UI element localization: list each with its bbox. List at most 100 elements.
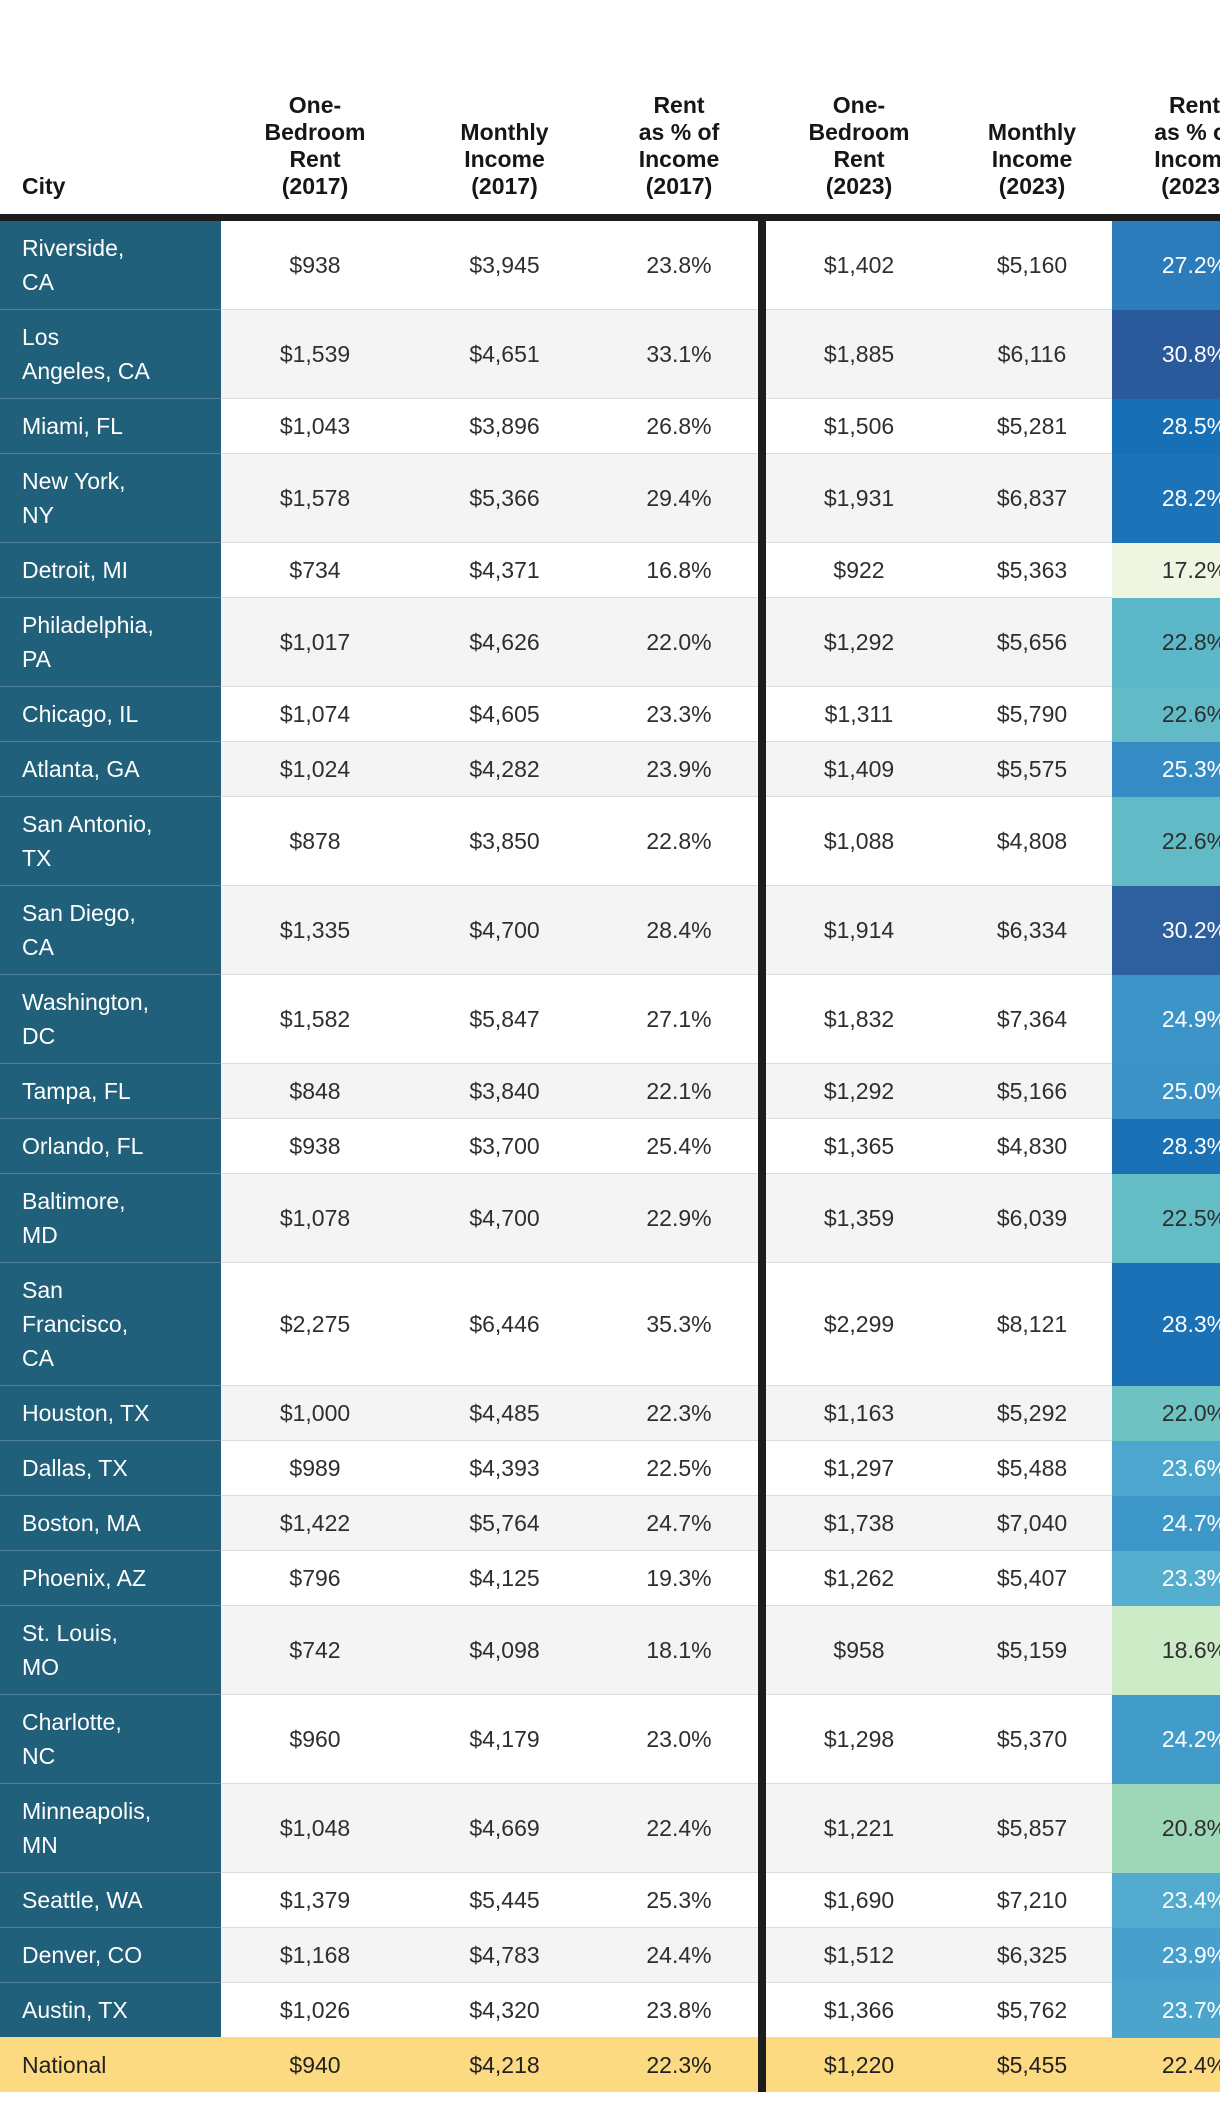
divider-cell bbox=[758, 974, 766, 1064]
divider-cell bbox=[758, 1694, 766, 1784]
rent-2023-cell: $1,292 bbox=[766, 1063, 952, 1119]
divider-cell bbox=[758, 1605, 766, 1695]
pct-2017-cell: 35.3% bbox=[600, 1262, 758, 1386]
table-row: Austin, TX $1,026 $4,320 23.8% $1,366 $5… bbox=[0, 1982, 1220, 2038]
rent-2017-cell: $940 bbox=[221, 2037, 409, 2092]
income-2023-cell: $5,762 bbox=[952, 1982, 1112, 2038]
divider-cell bbox=[758, 309, 766, 399]
pct-2023-cell: 23.7% bbox=[1112, 1982, 1220, 2038]
pct-2017-cell: 16.8% bbox=[600, 542, 758, 598]
income-2017-cell: $5,366 bbox=[409, 453, 600, 543]
divider-cell bbox=[758, 1173, 766, 1263]
rent-2017-cell: $1,168 bbox=[221, 1927, 409, 1983]
income-2023-cell: $7,364 bbox=[952, 974, 1112, 1064]
income-2023-cell: $4,830 bbox=[952, 1118, 1112, 1174]
income-2017-cell: $4,320 bbox=[409, 1982, 600, 2038]
rent-2017-cell: $2,275 bbox=[221, 1262, 409, 1386]
table-row: Charlotte, NC $960 $4,179 23.0% $1,298 $… bbox=[0, 1694, 1220, 1784]
income-2017-cell: $5,847 bbox=[409, 974, 600, 1064]
income-2023-cell: $5,363 bbox=[952, 542, 1112, 598]
rent-2023-cell: $1,365 bbox=[766, 1118, 952, 1174]
city-cell: Boston, MA bbox=[0, 1495, 221, 1551]
income-2023-cell: $7,210 bbox=[952, 1872, 1112, 1928]
income-2017-cell: $4,669 bbox=[409, 1783, 600, 1873]
income-2023-cell: $7,040 bbox=[952, 1495, 1112, 1551]
city-cell: Chicago, IL bbox=[0, 686, 221, 742]
pct-2017-cell: 19.3% bbox=[600, 1550, 758, 1606]
pct-2017-cell: 27.1% bbox=[600, 974, 758, 1064]
income-2017-cell: $6,446 bbox=[409, 1262, 600, 1386]
divider-cell bbox=[758, 741, 766, 797]
column-header-income-2023: Monthly Income (2023) bbox=[952, 0, 1112, 221]
income-2023-cell: $5,370 bbox=[952, 1694, 1112, 1784]
pct-2017-cell: 22.1% bbox=[600, 1063, 758, 1119]
rent-2017-cell: $938 bbox=[221, 217, 409, 310]
divider-cell bbox=[758, 1440, 766, 1496]
city-cell: Riverside, CA bbox=[0, 217, 221, 310]
pct-2017-cell: 22.8% bbox=[600, 796, 758, 886]
column-header-income-2017: Monthly Income (2017) bbox=[409, 0, 600, 221]
city-cell: Miami, FL bbox=[0, 398, 221, 454]
divider-cell bbox=[758, 1783, 766, 1873]
rent-2017-cell: $1,335 bbox=[221, 885, 409, 975]
rent-2017-cell: $1,000 bbox=[221, 1385, 409, 1441]
table-row: Los Angeles, CA $1,539 $4,651 33.1% $1,8… bbox=[0, 309, 1220, 399]
rent-2023-cell: $1,311 bbox=[766, 686, 952, 742]
pct-2023-cell: 24.9% bbox=[1112, 974, 1220, 1064]
city-cell: San Diego, CA bbox=[0, 885, 221, 975]
pct-2017-cell: 23.9% bbox=[600, 741, 758, 797]
city-cell: San Antonio, TX bbox=[0, 796, 221, 886]
pct-2023-cell: 23.6% bbox=[1112, 1440, 1220, 1496]
table-row: Tampa, FL $848 $3,840 22.1% $1,292 $5,16… bbox=[0, 1063, 1220, 1119]
pct-2023-cell: 22.6% bbox=[1112, 686, 1220, 742]
table-row: Atlanta, GA $1,024 $4,282 23.9% $1,409 $… bbox=[0, 741, 1220, 797]
income-2023-cell: $8,121 bbox=[952, 1262, 1112, 1386]
rent-2023-cell: $1,221 bbox=[766, 1783, 952, 1873]
city-cell: St. Louis, MO bbox=[0, 1605, 221, 1695]
pct-2017-cell: 18.1% bbox=[600, 1605, 758, 1695]
table-row: Boston, MA $1,422 $5,764 24.7% $1,738 $7… bbox=[0, 1495, 1220, 1551]
table-row: Phoenix, AZ $796 $4,125 19.3% $1,262 $5,… bbox=[0, 1550, 1220, 1606]
pct-2017-cell: 22.0% bbox=[600, 597, 758, 687]
divider-cell bbox=[758, 1385, 766, 1441]
income-2017-cell: $4,485 bbox=[409, 1385, 600, 1441]
rent-2023-cell: $1,366 bbox=[766, 1982, 952, 2038]
rent-2017-cell: $1,582 bbox=[221, 974, 409, 1064]
rent-2017-cell: $796 bbox=[221, 1550, 409, 1606]
divider-cell bbox=[758, 1872, 766, 1928]
table-row: Houston, TX $1,000 $4,485 22.3% $1,163 $… bbox=[0, 1385, 1220, 1441]
pct-2017-cell: 22.5% bbox=[600, 1440, 758, 1496]
rent-2023-cell: $1,298 bbox=[766, 1694, 952, 1784]
table-row: San Antonio, TX $878 $3,850 22.8% $1,088… bbox=[0, 796, 1220, 886]
pct-2023-cell: 20.8% bbox=[1112, 1783, 1220, 1873]
rent-2017-cell: $1,578 bbox=[221, 453, 409, 543]
city-cell: Baltimore, MD bbox=[0, 1173, 221, 1263]
table-row: New York, NY $1,578 $5,366 29.4% $1,931 … bbox=[0, 453, 1220, 543]
city-cell: San Francisco, CA bbox=[0, 1262, 221, 1386]
income-2023-cell: $6,325 bbox=[952, 1927, 1112, 1983]
rent-2023-cell: $958 bbox=[766, 1605, 952, 1695]
divider-cell bbox=[758, 1927, 766, 1983]
rent-2023-cell: $1,359 bbox=[766, 1173, 952, 1263]
rent-2017-cell: $734 bbox=[221, 542, 409, 598]
rent-2017-cell: $960 bbox=[221, 1694, 409, 1784]
rent-2023-cell: $1,088 bbox=[766, 796, 952, 886]
pct-2023-cell: 17.2% bbox=[1112, 542, 1220, 598]
divider-cell bbox=[758, 1118, 766, 1174]
income-2017-cell: $3,850 bbox=[409, 796, 600, 886]
rent-2023-cell: $2,299 bbox=[766, 1262, 952, 1386]
rent-2023-cell: $1,220 bbox=[766, 2037, 952, 2092]
pct-2017-cell: 25.3% bbox=[600, 1872, 758, 1928]
city-cell: Charlotte, NC bbox=[0, 1694, 221, 1784]
rent-2017-cell: $742 bbox=[221, 1605, 409, 1695]
pct-2017-cell: 23.0% bbox=[600, 1694, 758, 1784]
pct-2017-cell: 33.1% bbox=[600, 309, 758, 399]
income-2023-cell: $5,407 bbox=[952, 1550, 1112, 1606]
pct-2017-cell: 22.3% bbox=[600, 1385, 758, 1441]
rent-2023-cell: $1,738 bbox=[766, 1495, 952, 1551]
city-cell: Washington, DC bbox=[0, 974, 221, 1064]
column-header-pct-2023: Rent as % of Income (2023) bbox=[1112, 0, 1220, 221]
income-2017-cell: $3,896 bbox=[409, 398, 600, 454]
rent-2017-cell: $1,074 bbox=[221, 686, 409, 742]
table-row: San Francisco, CA $2,275 $6,446 35.3% $2… bbox=[0, 1262, 1220, 1386]
